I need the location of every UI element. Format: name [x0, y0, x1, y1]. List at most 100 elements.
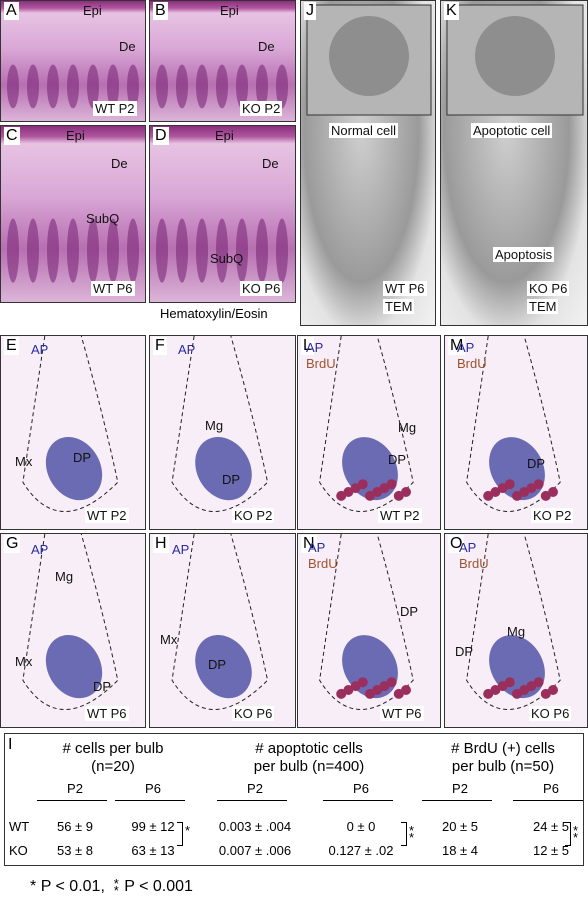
panel-label: DP [455, 644, 474, 659]
panel-image [446, 4, 584, 116]
panel-label: De [258, 39, 275, 54]
image-shape [45, 437, 103, 501]
panel: O AP BrdU Mg DP KO P6 [444, 533, 588, 728]
panel: L AP BrdU Mg DP WT P2 [297, 335, 441, 530]
panel-letter: F [153, 337, 167, 355]
panel-image [7, 64, 139, 109]
panel-label: SubQ [210, 251, 244, 266]
group-title: # cells per bulb [62, 740, 164, 757]
panel-label: TEM [383, 299, 415, 314]
table-cell: 56 ± 9 [56, 819, 94, 834]
footnote-stars: ** [113, 875, 119, 898]
image-shape [196, 218, 208, 283]
group-title: (n=20) [91, 758, 135, 775]
column-rule [513, 800, 583, 801]
panel-label: DP [388, 452, 407, 467]
panel-label: AP [306, 340, 324, 355]
column-rule [115, 800, 185, 801]
image-shape [171, 534, 269, 710]
panel-label: BrdU [459, 556, 489, 571]
panel-label: AP [459, 540, 477, 555]
panel-letter: A [4, 2, 19, 20]
panel-label: Mx [15, 454, 33, 469]
panel-image [319, 534, 414, 710]
panel: N AP BrdU DP WT P6 [297, 533, 441, 728]
panel-label: AP [308, 540, 326, 555]
image-shape [156, 218, 168, 283]
sig-bracket [177, 822, 183, 846]
panel-label: De [262, 156, 279, 171]
panel-label: BrdU [308, 556, 338, 571]
panel-image [171, 534, 269, 710]
image-shape [171, 336, 269, 512]
panel-label: Mx [15, 654, 33, 669]
panel: B Epi De KO P2 [149, 0, 296, 122]
image-shape [176, 218, 188, 283]
panel-label: KO P2 [232, 508, 275, 523]
panel: K Apoptotic cell Apoptosis KO P6 TEM [440, 0, 588, 326]
panel-letter: G [4, 535, 21, 553]
panel-label: Epi [66, 128, 85, 143]
column-header: P2 [67, 781, 83, 796]
table-cell: 18 ± 4 [441, 843, 479, 858]
image-shape [386, 677, 397, 688]
image-shape [87, 64, 99, 109]
column-header: P2 [452, 781, 468, 796]
image-shape [127, 64, 139, 109]
significance: ** [573, 823, 579, 845]
image-shape [107, 218, 119, 283]
panel-label: De [111, 156, 128, 171]
panel: C Epi De SubQ WT P6 [0, 125, 146, 303]
group-title: per bulb (n=400) [253, 758, 365, 775]
panel-label: Normal cell [329, 123, 399, 138]
panel-letter: J [304, 2, 316, 20]
panel-label: KO P6 [529, 706, 572, 721]
image-shape [47, 64, 59, 109]
column-header: P2 [247, 781, 263, 796]
group-title: per bulb (n=50) [451, 758, 555, 775]
image-shape [357, 677, 368, 688]
panel-image [306, 4, 432, 116]
footnote: * P < 0.01, ** P < 0.001 [30, 875, 193, 898]
table-cell: 99 ± 12 [131, 819, 175, 834]
panel-label: KO P6 [527, 281, 570, 296]
image-shape [319, 336, 414, 512]
panel-label: Epi [215, 128, 234, 143]
image-shape [195, 436, 252, 501]
column-header: P6 [543, 781, 559, 796]
column-header: P6 [353, 781, 369, 796]
panel-label: KO P2 [240, 101, 283, 116]
panel-label: BrdU [306, 356, 336, 371]
panel-label: TEM [527, 299, 559, 314]
panel-label: Epi [220, 3, 239, 18]
image-shape [7, 64, 19, 109]
image-shape [27, 64, 39, 109]
image-shape [156, 64, 168, 109]
image-shape [401, 487, 411, 497]
image-shape [216, 218, 228, 283]
panel-label: Mg [398, 420, 417, 435]
column-header: P6 [145, 781, 161, 796]
panel-label: DP [527, 456, 546, 471]
panel: M AP BrdU DP KO P2 [444, 335, 588, 530]
image-shape [176, 64, 188, 109]
panel: G AP Mg Mx DP WT P6 [0, 533, 146, 728]
panel: F AP Mg DP KO P2 [149, 335, 296, 530]
panel-letter: C [4, 127, 20, 145]
image-shape [401, 685, 411, 695]
image-shape [256, 64, 268, 109]
image-shape [276, 64, 288, 109]
column-rule [217, 800, 287, 801]
image-shape [196, 64, 208, 109]
image-shape [386, 479, 397, 490]
stain-caption: Hematoxylin/Eosin [160, 306, 268, 321]
footnote-text: P < 0.001 [124, 878, 193, 895]
table-cell: 24 ± 5 [532, 819, 570, 834]
panel-letter: D [153, 127, 169, 145]
panel-label: Epi [83, 3, 102, 18]
panel-label: AP [457, 340, 475, 355]
panel-letter: E [4, 337, 19, 355]
panel-label: KO P6 [232, 706, 275, 721]
panel-letter: O [448, 535, 465, 553]
panel-label: AP [172, 542, 190, 557]
